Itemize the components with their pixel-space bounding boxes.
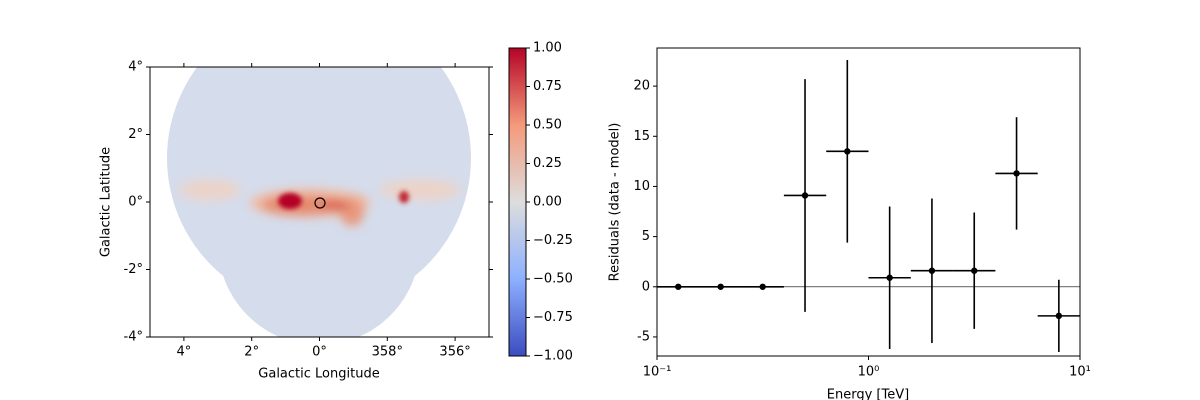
colorbar-tick-label: 0.50 [533, 118, 562, 133]
data-point [801, 192, 809, 199]
x-tick-label: 4° [177, 345, 192, 360]
colorbar-tick-label: −0.50 [533, 272, 573, 287]
y-tick-label: 0 [642, 279, 650, 294]
y-tick-label: 5 [642, 229, 650, 244]
data-point [844, 148, 851, 155]
y-tick-label: 4° [128, 60, 143, 75]
x-tick-label: 10⁻¹ [643, 365, 672, 380]
y-axis-label: Galactic Latitude [99, 147, 114, 257]
x-tick-label: 0° [312, 345, 327, 360]
colorbar [509, 48, 526, 356]
data-point [759, 283, 766, 290]
colorbar-tick-label: 0.25 [533, 156, 562, 171]
data-point [1055, 312, 1063, 320]
colorbar-tick-label: 0.00 [533, 195, 562, 210]
colorbar-tick-label: 1.00 [533, 41, 562, 56]
data-point [928, 267, 936, 274]
y-tick-label: 10 [633, 179, 650, 194]
x-tick-label: 2° [244, 345, 259, 360]
data-point [717, 283, 724, 290]
x-axis-label: Galactic Longitude [258, 367, 379, 382]
data-point [886, 274, 893, 281]
colorbar-tick-label: −0.75 [533, 310, 573, 325]
y-tick-label: -5 [637, 329, 650, 344]
x-tick-label: 356° [439, 345, 470, 360]
x-tick-label: 10⁰ [858, 365, 880, 380]
colorbar-tick-label: −1.00 [533, 349, 573, 364]
y-axis-label: Residuals (data - model) [608, 123, 623, 282]
y-tick-label: -2° [124, 262, 143, 277]
colorbar-tick-label: −0.25 [533, 233, 573, 248]
y-tick-label: -4° [124, 330, 143, 345]
x-axis-label: Energy [TeV] [827, 388, 909, 400]
data-point [1013, 170, 1020, 177]
data-point [971, 267, 978, 274]
x-tick-label: 10¹ [1069, 365, 1091, 380]
y-tick-label: 0° [128, 195, 143, 210]
colorbar-tick-label: 0.75 [533, 79, 562, 94]
y-tick-label: 15 [633, 129, 650, 144]
y-tick-label: 20 [633, 79, 650, 94]
data-point [675, 283, 682, 290]
sky-map [167, 67, 471, 337]
y-tick-label: 2° [128, 127, 143, 142]
source-marker [314, 197, 326, 209]
x-tick-label: 358° [372, 345, 403, 360]
